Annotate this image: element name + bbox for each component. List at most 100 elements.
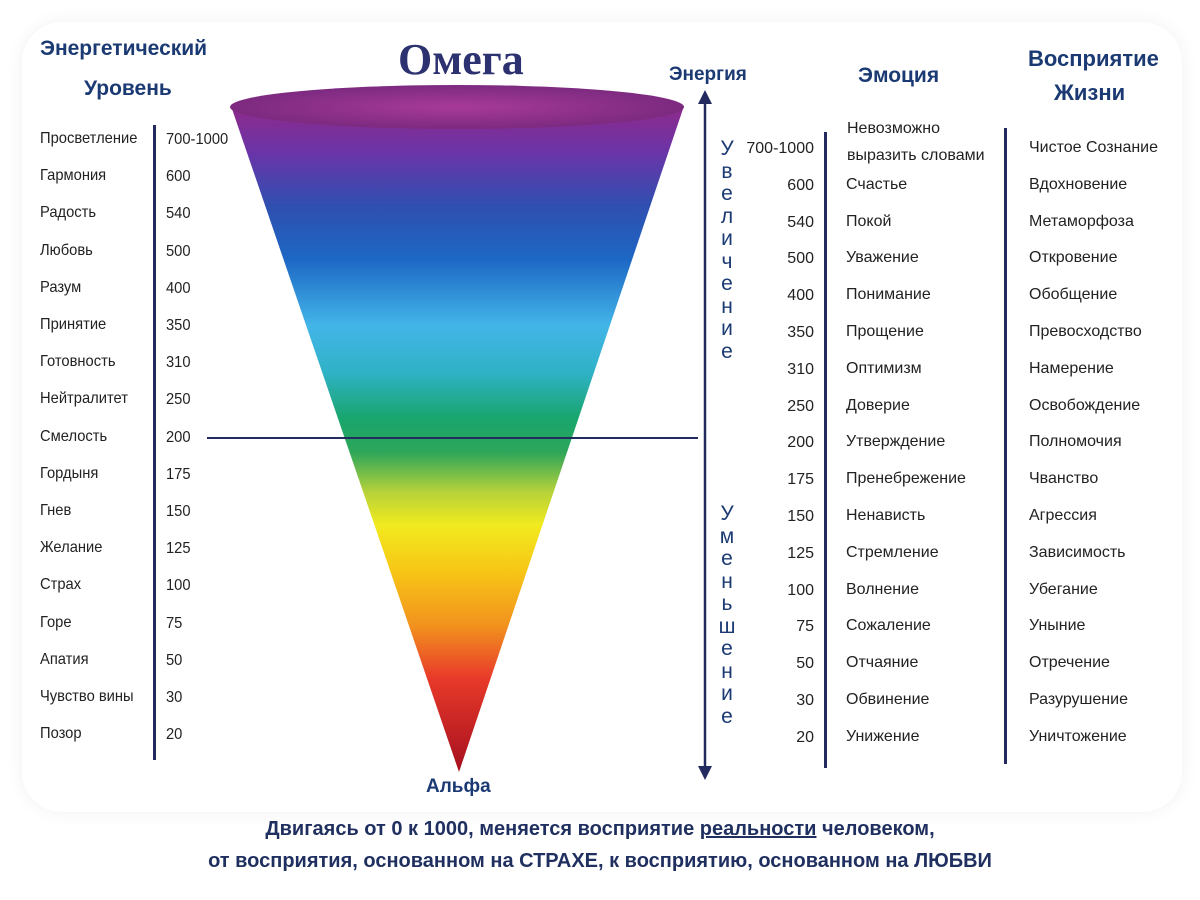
level-name: Принятие bbox=[40, 316, 107, 333]
perception-text: Отречение bbox=[1029, 654, 1110, 672]
level-name: Чувство вины bbox=[40, 688, 134, 705]
footer-line1-start: Двигаясь от 0 к 1000, меняется восприяти… bbox=[265, 818, 700, 840]
level-name: Страх bbox=[40, 576, 82, 594]
level-name: Нейтралитет bbox=[40, 390, 128, 408]
level-value-left: 540 bbox=[166, 205, 191, 223]
emotion-text: Отчаяние bbox=[846, 654, 919, 672]
level-value-left: 50 bbox=[166, 651, 183, 669]
level-value-left: 30 bbox=[166, 689, 183, 706]
level-name: Горе bbox=[40, 613, 72, 631]
emotion-text: Оптимизм bbox=[846, 359, 922, 377]
level-value-right: 250 bbox=[787, 397, 814, 415]
emotion-text: Утверждение bbox=[846, 433, 946, 451]
level-name: Любовь bbox=[40, 241, 93, 259]
emotion-text-line2: выразить словами bbox=[847, 147, 985, 164]
decrease-letter: и bbox=[721, 682, 733, 705]
level-name: Гордыня bbox=[40, 464, 99, 482]
level-value-right: 200 bbox=[787, 434, 814, 452]
perception-text: Метаморфоза bbox=[1029, 212, 1134, 230]
perception-text: Полномочия bbox=[1029, 433, 1122, 451]
increase-letter: е bbox=[721, 272, 733, 295]
decrease-letter: е bbox=[721, 547, 733, 570]
decrease-letter: У bbox=[720, 502, 734, 525]
decrease-letter: е bbox=[721, 637, 733, 660]
level-name: Апатия bbox=[40, 650, 89, 668]
increase-letter: е bbox=[721, 339, 733, 363]
level-value-right: 20 bbox=[796, 728, 814, 746]
level-name: Гнев bbox=[40, 502, 72, 519]
level-value-left: 400 bbox=[166, 279, 191, 297]
perception-text: Разурушение bbox=[1029, 691, 1128, 708]
perception-text: Откровение bbox=[1029, 249, 1118, 267]
level-value-right: 100 bbox=[787, 581, 814, 599]
cone-top-title: Омега bbox=[398, 35, 524, 84]
increase-letter: и bbox=[721, 317, 733, 340]
emotion-text: Волнение bbox=[846, 580, 919, 598]
level-value-right: 75 bbox=[796, 618, 814, 636]
level-value-right: 30 bbox=[796, 692, 814, 709]
emotion-text: Прощение bbox=[846, 323, 924, 340]
decrease-letter: ш bbox=[718, 614, 736, 638]
energy-header: Энергия bbox=[669, 64, 747, 85]
level-value-left: 200 bbox=[166, 428, 191, 446]
level-value-left: 250 bbox=[166, 391, 191, 409]
perception-text: Вдохновение bbox=[1029, 175, 1128, 193]
middle-separator bbox=[824, 132, 827, 768]
emotion-text: Счастье bbox=[846, 175, 908, 193]
perception-text: Агрессия bbox=[1029, 507, 1097, 524]
perception-header-line1: Восприятие bbox=[1028, 46, 1159, 71]
emotion-text: Понимание bbox=[846, 286, 931, 304]
increase-letter: У bbox=[720, 137, 734, 160]
level-value-left: 350 bbox=[166, 317, 191, 334]
level-value-left: 700-1000 bbox=[166, 131, 229, 148]
perception-text: Уныние bbox=[1029, 617, 1086, 635]
increase-letter: в bbox=[721, 159, 733, 183]
left-separator bbox=[153, 125, 156, 760]
emotion-text: Доверие bbox=[846, 396, 910, 414]
perception-header-line2: Жизни bbox=[1054, 80, 1126, 105]
level-value-left: 20 bbox=[166, 726, 183, 744]
level-value-right: 350 bbox=[787, 324, 814, 341]
level-name: Смелость bbox=[40, 427, 108, 445]
footer-line1-end: человеком, bbox=[816, 818, 935, 840]
decrease-letter: е bbox=[721, 704, 733, 728]
level-name: Радость bbox=[40, 204, 97, 222]
emotion-header: Эмоция bbox=[858, 64, 940, 87]
increase-letter: ч bbox=[721, 249, 733, 273]
footer-reality-word: реальности bbox=[699, 818, 817, 840]
level-value-right: 310 bbox=[787, 360, 814, 378]
perception-text: Убегание bbox=[1029, 580, 1098, 598]
level-value-right: 175 bbox=[787, 471, 814, 489]
perception-text: Чистое Сознание bbox=[1029, 139, 1159, 156]
perception-text: Намерение bbox=[1029, 359, 1114, 377]
increase-letter: л bbox=[720, 204, 734, 228]
energy-arrow-down-head bbox=[698, 766, 712, 780]
emotion-text: Стремление bbox=[846, 543, 939, 561]
perception-text: Превосходство bbox=[1029, 323, 1142, 340]
emotion-text: Пренебрежение bbox=[846, 470, 966, 488]
footer-line1: Двигаясь от 0 к 1000, меняется восприяти… bbox=[0, 818, 1200, 841]
perception-text: Освобождение bbox=[1029, 396, 1141, 414]
left-header-line1: Энергетический bbox=[40, 37, 208, 60]
level-value-left: 310 bbox=[166, 354, 191, 372]
emotion-text: Обвинение bbox=[846, 691, 930, 708]
level-value-left: 100 bbox=[166, 577, 191, 595]
level-name: Просветление bbox=[40, 130, 138, 147]
decrease-letter: ь bbox=[721, 592, 733, 615]
cone-rim bbox=[230, 85, 684, 129]
left-header-line2: Уровень bbox=[84, 77, 172, 100]
level-value-left: 75 bbox=[166, 614, 183, 632]
right-separator bbox=[1004, 128, 1007, 764]
level-name: Готовность bbox=[40, 353, 116, 371]
decrease-letter: н bbox=[721, 659, 733, 683]
cone-bottom-title: Альфа bbox=[426, 776, 491, 797]
emotion-text: Покой bbox=[846, 212, 892, 230]
increase-letter: н bbox=[721, 294, 733, 318]
emotion-text: Невозможно bbox=[847, 120, 940, 137]
increase-letter: е bbox=[721, 182, 733, 205]
increase-letter: и bbox=[721, 227, 733, 250]
level-value-left: 500 bbox=[166, 242, 191, 260]
level-value-right: 540 bbox=[787, 213, 814, 231]
